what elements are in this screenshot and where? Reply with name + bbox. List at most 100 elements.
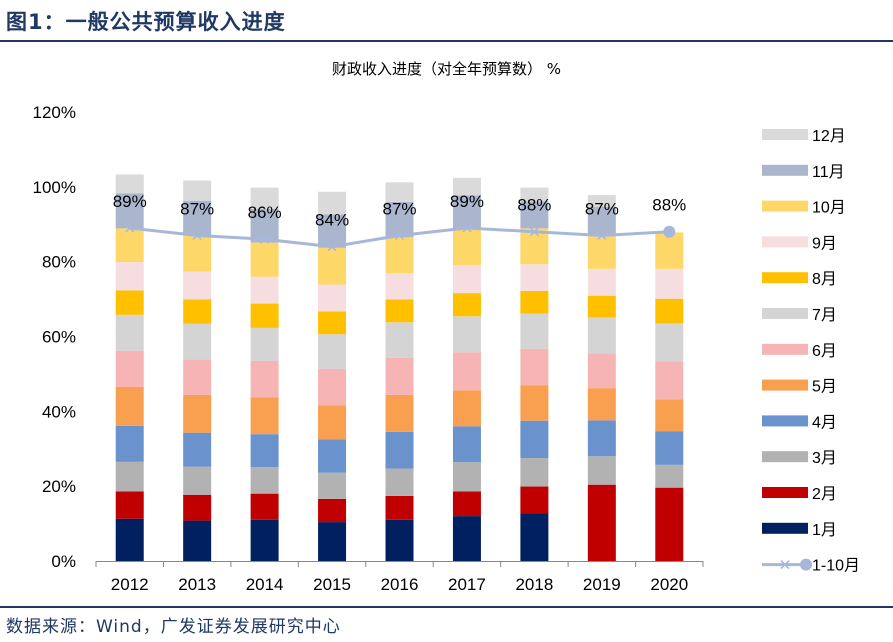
bar-segment: [183, 200, 212, 236]
bar-segment: [385, 357, 414, 395]
bar-segment: [183, 271, 212, 300]
bar-segment: [655, 431, 684, 465]
bar-segment: [318, 284, 347, 312]
bar-segment: [250, 327, 279, 361]
x-tick-label: 2019: [583, 575, 621, 594]
bar-segment: [183, 494, 212, 521]
bar-segment: [587, 353, 616, 389]
bar-segment: [318, 405, 347, 440]
bar-segment: [385, 299, 414, 323]
bar-segment: [385, 182, 414, 202]
legend-swatch: [762, 236, 808, 248]
bar-segment: [520, 290, 549, 314]
x-axis: 2012 2013 2014 2015 2016 2017 2018 2019 2020: [95, 561, 704, 594]
bar-segment: [587, 484, 616, 561]
legend: 12月 11月 10月 9月 8月 7月 6月 5月 4月 3月 2月 1月 1-10月: [762, 128, 860, 575]
y-tick-label: 120%: [33, 103, 76, 122]
bar-segment: [250, 397, 279, 435]
x-tick-label: 2016: [381, 575, 419, 594]
data-label: 84%: [315, 211, 349, 230]
data-label: 88%: [652, 196, 686, 215]
y-tick-label: 100%: [33, 178, 76, 197]
bar-segment: [250, 276, 279, 304]
legend-swatch: [762, 415, 808, 427]
bar-segment: [115, 461, 144, 492]
legend-label: 6月: [812, 343, 837, 360]
bar-segment: [183, 432, 212, 467]
bar-segment: [452, 293, 481, 317]
bar-segment: [115, 228, 144, 263]
legend-label: 1-10月: [812, 558, 860, 575]
bar-segment: [452, 228, 481, 266]
bar-segment: [250, 242, 279, 277]
bar-segment: [520, 201, 549, 229]
legend-swatch: [762, 308, 808, 319]
bar-segment: [520, 385, 549, 421]
bar-segment: [520, 420, 549, 459]
bar-segment: [115, 290, 144, 315]
bar-segment: [520, 264, 549, 291]
bar-segment: [250, 434, 279, 468]
bar-segment: [250, 208, 279, 243]
y-tick-label: 0%: [51, 552, 76, 571]
bar-segment: [115, 193, 144, 229]
bar-segment: [520, 228, 549, 265]
chart-title: 财政收入进度（对全年预算数） %: [331, 60, 562, 78]
bar-segment: [385, 322, 414, 358]
legend-label: 3月: [812, 450, 837, 467]
bar-segment: [115, 387, 144, 426]
y-tick-label: 20%: [42, 477, 76, 496]
bar-segment: [520, 458, 549, 487]
data-label: 87%: [585, 199, 619, 218]
bar-segment: [250, 360, 279, 398]
bar-segment: [250, 187, 279, 209]
x-tick-label: 2018: [515, 575, 553, 594]
bar-segment: [520, 486, 549, 514]
bar-segment: [655, 361, 684, 400]
bar-segment: [115, 491, 144, 519]
bar-segment: [183, 180, 212, 201]
legend-swatch: [762, 343, 808, 355]
bar-segment: [183, 323, 212, 360]
bar-segment: [183, 466, 212, 495]
bar-segment: [318, 191, 347, 215]
data-label: 86%: [248, 203, 282, 222]
bar-segment: [587, 195, 616, 207]
legend-swatch: [762, 200, 808, 212]
bar-segment: [587, 268, 616, 296]
bar-segment: [115, 262, 144, 291]
data-label: 87%: [382, 199, 416, 218]
bar-segment: [452, 462, 481, 492]
legend-marker: [780, 560, 790, 570]
line-series: 89% 87% 86% 84% 87% 89% 88% 87% 88%: [113, 192, 686, 252]
bar-segment: [385, 237, 414, 274]
bar-segment: [452, 265, 481, 294]
legend-label: 4月: [812, 414, 837, 431]
bar-segment: [385, 273, 414, 300]
bar-segment: [183, 359, 212, 395]
legend-swatch: [762, 487, 808, 498]
y-tick-label: 80%: [42, 253, 76, 272]
bar-segment: [183, 520, 212, 561]
line-point: [327, 242, 337, 252]
legend-swatch: [762, 272, 808, 284]
line-point: [394, 230, 405, 241]
line-point: [462, 223, 472, 233]
legend-label: 5月: [812, 379, 837, 396]
bar-segment: [587, 234, 616, 269]
bar-segment: [655, 232, 684, 269]
bar-segment: [318, 368, 347, 406]
bar-segment: [520, 187, 549, 202]
bar-segment: [520, 313, 549, 349]
bar-segment: [452, 195, 481, 229]
bar-segment: [587, 206, 616, 235]
bar-segment: [587, 388, 616, 421]
source-note: 数据来源：Wind，广发证券发展研究中心: [6, 617, 341, 637]
line-point: [125, 223, 135, 233]
bar-segment: [183, 299, 212, 324]
bar-segment: [655, 323, 684, 362]
x-tick-label: 2020: [650, 575, 688, 594]
bar-segment: [318, 334, 347, 369]
x-tick-label: 2017: [448, 575, 486, 594]
